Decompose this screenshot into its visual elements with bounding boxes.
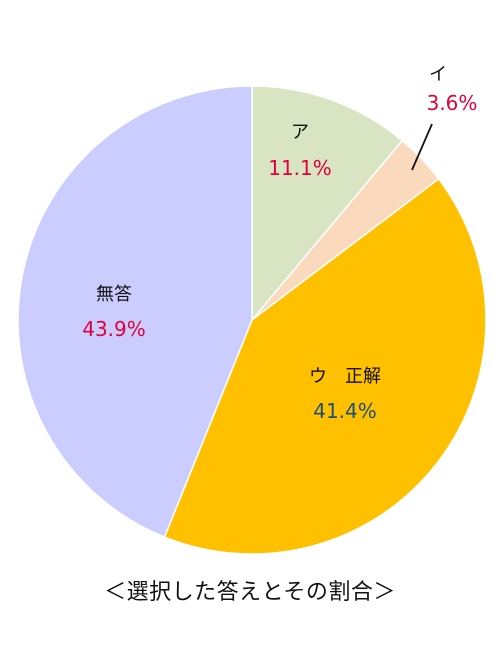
pie-slice-muto <box>17 85 253 538</box>
slice-label-a: ア <box>291 122 309 143</box>
slice-value-i: 3.6% <box>427 91 478 115</box>
slice-label-i: イ <box>429 64 447 85</box>
pie-labels: ア 11.1% イ 3.6% ウ 正解 41.4% 無答 43.9% <box>82 64 477 423</box>
pie-slice-u <box>163 177 487 555</box>
pie-slice-a <box>251 85 404 323</box>
chart-title: ＜選択した答えとその割合＞ <box>104 580 396 605</box>
slice-label-muto: 無答 <box>96 284 132 305</box>
pie-slices <box>17 85 487 555</box>
leader-line-i <box>411 123 433 171</box>
slice-value-a: 11.1% <box>268 156 332 180</box>
slice-value-muto: 43.9% <box>82 317 146 341</box>
slice-label-u: ウ 正解 <box>309 366 381 387</box>
slice-value-u: 41.4% <box>313 399 377 423</box>
